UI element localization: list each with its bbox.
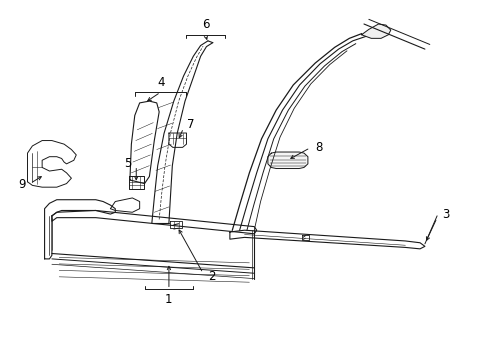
Polygon shape: [267, 152, 307, 168]
Text: 3: 3: [441, 208, 448, 221]
Text: 5: 5: [124, 157, 131, 170]
Text: 2: 2: [207, 270, 215, 283]
Text: 7: 7: [186, 118, 194, 131]
Polygon shape: [361, 24, 390, 39]
Text: 6: 6: [202, 18, 209, 31]
Text: 1: 1: [165, 293, 172, 306]
Text: 9: 9: [19, 178, 26, 191]
Text: 8: 8: [315, 140, 322, 153]
Text: 4: 4: [157, 76, 164, 89]
